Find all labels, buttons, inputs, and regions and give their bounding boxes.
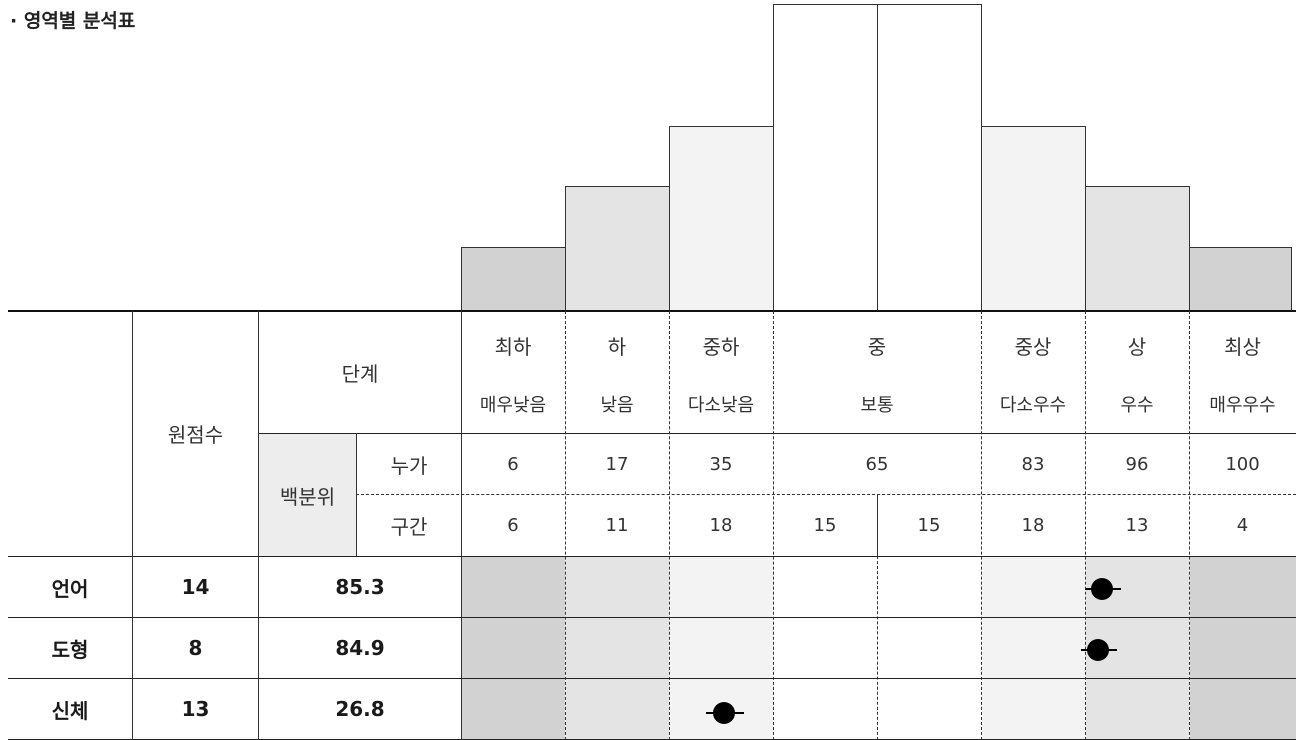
level-divider-1 bbox=[565, 311, 566, 740]
level-desc-1: 매우낮음 bbox=[479, 395, 547, 416]
level-name-2: 하 bbox=[607, 334, 627, 359]
cumulative-value-5: 83 bbox=[1021, 453, 1045, 475]
score-marker bbox=[1087, 639, 1109, 661]
row-divider-2 bbox=[8, 678, 1296, 679]
interval-value-4a: 15 bbox=[813, 515, 837, 536]
level-name-4: 중 bbox=[867, 334, 887, 359]
step-header: 단계 bbox=[341, 361, 379, 386]
raw-score: 13 bbox=[181, 697, 210, 721]
col-line-middle-split bbox=[877, 494, 878, 556]
percentile-score: 26.8 bbox=[335, 697, 385, 721]
row-band-7 bbox=[1190, 556, 1296, 740]
percentile-score: 85.3 bbox=[335, 575, 385, 599]
cumulative-value-1: 6 bbox=[507, 453, 519, 475]
level-name-6: 상 bbox=[1127, 334, 1147, 359]
percentile-cell-bg bbox=[258, 433, 356, 556]
level-desc-3: 다소낮음 bbox=[687, 395, 755, 416]
score-marker bbox=[1091, 578, 1113, 600]
area-name: 언어 bbox=[51, 576, 89, 601]
raw-score-header: 원점수 bbox=[167, 423, 224, 447]
level-desc-5: 다소우수 bbox=[999, 395, 1067, 416]
percentile-score: 84.9 bbox=[335, 636, 385, 660]
level-divider-7 bbox=[1189, 311, 1190, 740]
interval-value-4b: 15 bbox=[917, 515, 941, 536]
score-marker bbox=[713, 702, 735, 724]
interval-header: 구간 bbox=[390, 515, 428, 539]
cumulative-value-7: 100 bbox=[1225, 453, 1260, 475]
raw-score: 8 bbox=[188, 636, 203, 660]
area-name: 신체 bbox=[51, 698, 89, 723]
histogram-bar-4a bbox=[773, 4, 878, 311]
raw-score: 14 bbox=[181, 575, 210, 599]
histogram-bar-5 bbox=[981, 126, 1086, 311]
level-desc-4: 보통 bbox=[860, 395, 894, 416]
interval-value-3: 18 bbox=[709, 515, 733, 536]
level-divider-5 bbox=[981, 311, 982, 740]
interval-value-5: 18 bbox=[1021, 515, 1045, 536]
col-line-levels-start bbox=[461, 311, 462, 740]
histogram-bar-4b bbox=[877, 4, 982, 311]
level-divider-4 bbox=[877, 556, 878, 740]
area-name: 도형 bbox=[51, 637, 89, 662]
histogram-bar-7 bbox=[1189, 247, 1292, 311]
header-divider bbox=[258, 433, 1296, 434]
cumulative-value-4: 65 bbox=[865, 453, 889, 475]
level-divider-6 bbox=[1085, 311, 1086, 740]
cumulative-value-2: 17 bbox=[605, 453, 629, 475]
col-line-raw bbox=[258, 311, 259, 740]
level-name-1: 최하 bbox=[494, 334, 532, 359]
histogram-bar-2 bbox=[565, 186, 670, 311]
level-desc-2: 낮음 bbox=[600, 395, 634, 416]
cumulative-header: 누가 bbox=[390, 453, 428, 478]
level-name-5: 중상 bbox=[1014, 334, 1052, 359]
row-divider-1 bbox=[8, 617, 1296, 618]
row-band-1 bbox=[462, 556, 565, 740]
level-divider-2 bbox=[669, 311, 670, 740]
col-line-area bbox=[132, 311, 133, 740]
histogram-bar-1 bbox=[461, 247, 566, 311]
cumulative-value-3: 35 bbox=[709, 453, 733, 475]
level-name-3: 중하 bbox=[702, 334, 740, 359]
section-title: · 영역별 분석표 bbox=[10, 10, 136, 32]
col-line-percentile bbox=[356, 433, 357, 556]
row-band-2 bbox=[566, 556, 669, 740]
level-desc-6: 우수 bbox=[1120, 395, 1154, 416]
cumulative-divider bbox=[356, 494, 1296, 495]
percentile-header: 백분위 bbox=[279, 484, 336, 509]
interval-value-7: 4 bbox=[1236, 515, 1249, 536]
table-top-border bbox=[8, 310, 1296, 312]
interval-value-2: 11 bbox=[605, 515, 629, 536]
histogram-bar-3 bbox=[669, 126, 774, 311]
cumulative-value-6: 96 bbox=[1125, 453, 1149, 475]
body-top-border bbox=[8, 556, 1296, 557]
level-name-7: 최상 bbox=[1224, 334, 1261, 359]
interval-value-6: 13 bbox=[1125, 515, 1149, 536]
interval-value-1: 6 bbox=[507, 515, 519, 536]
row-band-5 bbox=[982, 556, 1085, 740]
histogram-bar-6 bbox=[1085, 186, 1190, 311]
level-desc-7: 매우우수 bbox=[1209, 395, 1276, 416]
level-divider-3 bbox=[773, 311, 774, 740]
